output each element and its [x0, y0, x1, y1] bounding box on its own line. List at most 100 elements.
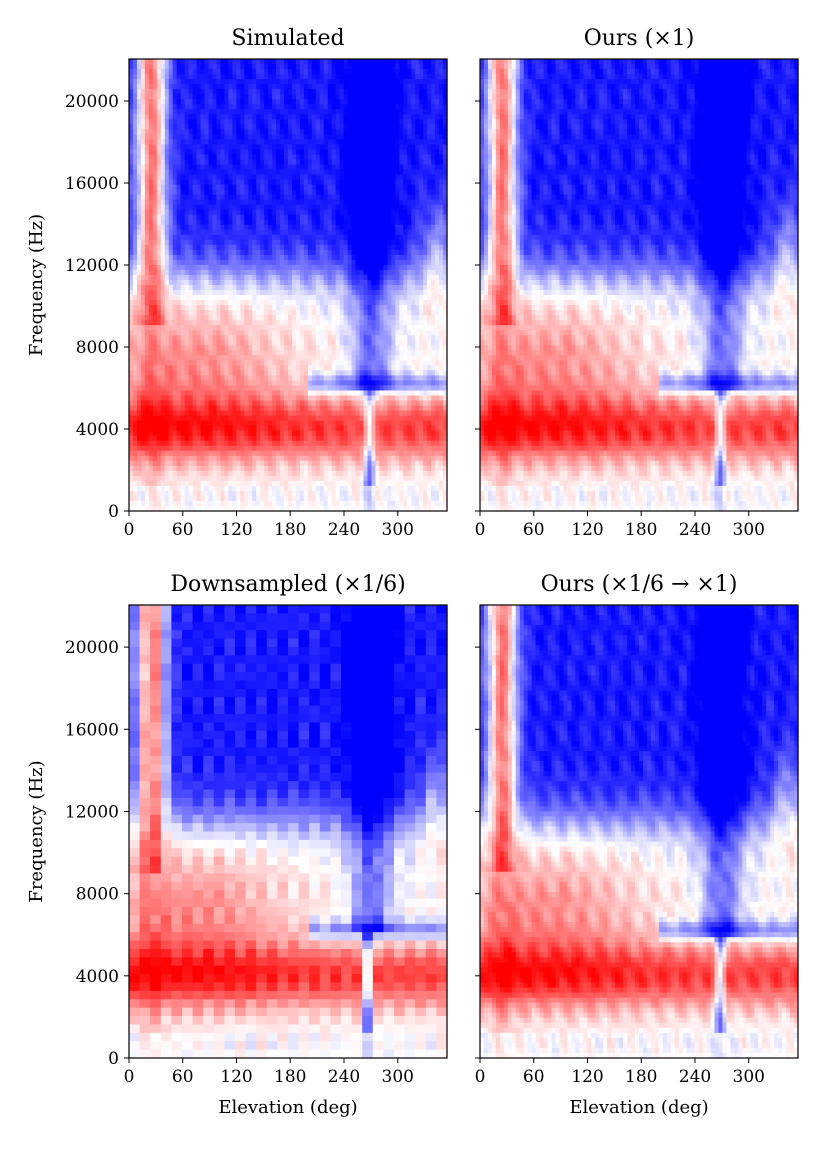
heatmap-cell — [136, 134, 142, 140]
heatmap-cell — [272, 440, 277, 447]
heatmap-cell — [335, 360, 341, 366]
heatmap-cell — [339, 395, 345, 402]
heatmap-cell — [288, 84, 293, 90]
heatmap-cell — [315, 365, 321, 371]
heatmap-cell — [144, 420, 150, 427]
heatmap-cell — [295, 425, 301, 432]
heatmap-cell — [208, 425, 214, 432]
heatmap-cell — [184, 279, 190, 286]
heatmap-cell — [284, 285, 289, 291]
heatmap-cell — [264, 380, 269, 387]
heatmap-cell — [144, 94, 150, 100]
heatmap-cell — [260, 475, 265, 482]
heatmap-cell — [331, 99, 337, 105]
heatmap-cell — [248, 169, 253, 176]
heatmap-cell — [152, 435, 158, 442]
heatmap-cell — [327, 109, 333, 115]
heatmap-cell — [232, 345, 237, 351]
heatmap-cell — [220, 139, 226, 145]
heatmap-cell — [184, 305, 190, 311]
heatmap-cell — [315, 224, 321, 231]
heatmap-cell — [180, 279, 186, 286]
heatmap-cell — [164, 370, 170, 376]
heatmap-cell — [172, 194, 178, 201]
heatmap-cell — [291, 290, 297, 296]
heatmap-cell — [319, 119, 325, 125]
heatmap-cell — [184, 99, 190, 105]
heatmap-cell — [335, 119, 341, 125]
heatmap-cell — [295, 184, 301, 191]
heatmap-cell — [196, 485, 202, 492]
heatmap-cell — [184, 500, 190, 507]
heatmap-cell — [260, 119, 265, 125]
heatmap-cell — [323, 124, 329, 130]
heatmap-cell — [188, 199, 194, 206]
heatmap-cell — [319, 164, 325, 171]
heatmap-cell — [280, 224, 285, 231]
heatmap-cell — [168, 505, 174, 512]
heatmap-cell — [192, 310, 198, 316]
heatmap-cell — [188, 219, 194, 226]
heatmap-cell — [140, 154, 146, 161]
heatmap-cell — [212, 315, 218, 321]
heatmap-cell — [260, 64, 265, 70]
heatmap-cell — [144, 370, 150, 376]
heatmap-cell — [129, 214, 134, 221]
heatmap-cell — [172, 465, 178, 472]
heatmap-cell — [184, 139, 190, 145]
heatmap-cell — [244, 340, 249, 346]
heatmap-cell — [268, 480, 273, 487]
heatmap-cell — [288, 500, 293, 507]
heatmap-cell — [176, 345, 182, 351]
heatmap-cell — [315, 500, 321, 507]
heatmap-cell — [319, 189, 325, 196]
heatmap-cell — [184, 259, 190, 266]
heatmap-cell — [156, 450, 162, 457]
heatmap-cell — [252, 224, 257, 231]
heatmap-cell — [220, 440, 226, 447]
heatmap-cell — [148, 149, 154, 156]
heatmap-cell — [248, 485, 253, 492]
heatmap-cell — [156, 285, 162, 291]
heatmap-cell — [288, 360, 293, 366]
heatmap-cell — [331, 244, 337, 251]
heatmap-cell — [172, 249, 178, 256]
heatmap-cell — [140, 420, 146, 427]
heatmap-cell — [240, 375, 245, 382]
heatmap-cell — [264, 485, 269, 492]
heatmap-cell — [264, 395, 269, 402]
heatmap-cell — [248, 460, 253, 467]
heatmap-cell — [236, 264, 241, 271]
heatmap-cell — [280, 405, 285, 412]
heatmap-cell — [132, 350, 138, 356]
heatmap-cell — [136, 139, 142, 145]
heatmap-cell — [140, 234, 146, 241]
heatmap-cell — [152, 249, 158, 256]
heatmap-cell — [176, 59, 182, 65]
heatmap-cell — [260, 84, 265, 90]
heatmap-cell — [291, 79, 297, 85]
heatmap-cell — [323, 310, 329, 316]
heatmap-cell — [204, 440, 210, 447]
heatmap-cell — [240, 149, 245, 156]
heatmap-cell — [319, 249, 325, 256]
heatmap-cell — [129, 224, 134, 231]
heatmap-cell — [252, 119, 257, 125]
heatmap-cell — [228, 460, 233, 467]
heatmap-cell — [291, 134, 297, 140]
heatmap-cell — [327, 264, 333, 271]
heatmap-cell — [168, 194, 174, 201]
heatmap-cell — [192, 64, 198, 70]
heatmap-cell — [268, 290, 273, 296]
heatmap-cell — [288, 320, 293, 326]
heatmap-cell — [299, 204, 305, 211]
heatmap-cell — [256, 355, 261, 361]
heatmap-cell — [295, 144, 301, 150]
heatmap-cell — [240, 465, 245, 472]
heatmap-cell — [311, 134, 317, 140]
heatmap-cell — [232, 229, 237, 236]
heatmap-cell — [200, 194, 206, 201]
heatmap-cell — [323, 375, 329, 382]
heatmap-cell — [315, 134, 321, 140]
heatmap-cell — [232, 59, 237, 65]
